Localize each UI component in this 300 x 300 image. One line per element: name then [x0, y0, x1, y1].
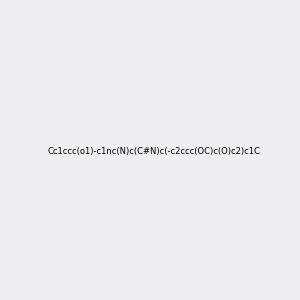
Text: Cc1ccc(o1)-c1nc(N)c(C#N)c(-c2ccc(OC)c(O)c2)c1C: Cc1ccc(o1)-c1nc(N)c(C#N)c(-c2ccc(OC)c(O)…: [47, 147, 260, 156]
